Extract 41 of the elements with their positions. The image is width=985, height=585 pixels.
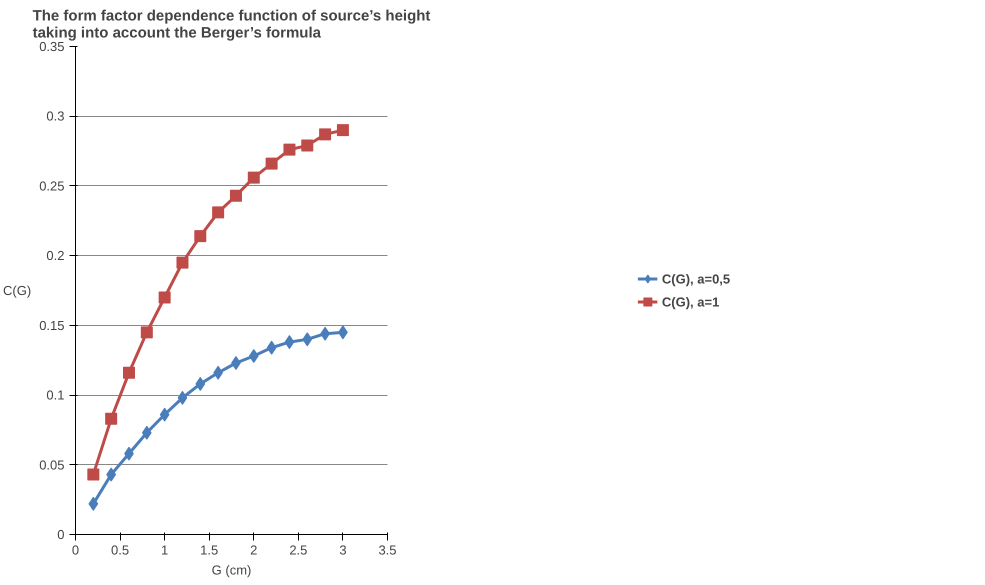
x-tick-label: 3 [339,542,347,558]
legend-label: C(G), a=1 [662,294,720,309]
point [176,256,188,269]
point [87,468,100,481]
point [122,366,135,379]
point [88,496,98,511]
y-tick-label: 0.1 [46,388,65,403]
point [105,412,118,425]
y-axis-title: C(G) [3,283,32,298]
x-tick-label: 2 [250,542,258,558]
x-tick-label: 2.5 [289,542,308,558]
y-tick-label: 0.3 [46,108,65,124]
point [140,326,153,338]
x-tick-label: 1 [161,542,168,558]
point [248,349,259,364]
point [336,124,349,136]
point [230,190,242,202]
x-tick-label: 1.5 [200,542,218,558]
point [283,144,296,156]
x-tick-label: 0.5 [111,542,130,558]
chart-title: The form factor dependence function of source’s height taking into account the Berger’s formula [32,8,430,42]
y-tick-label: 0.2 [46,248,65,264]
y-tick-label: 0.35 [39,39,65,54]
point [142,426,152,440]
legend-label: C(G), a=0,5 [662,271,730,286]
y-tick-label: 0 [57,527,65,542]
point [301,139,314,152]
point [194,230,206,242]
y-tick-label: 0.05 [39,457,65,472]
point [266,158,278,170]
point [212,206,224,218]
y-tick-label: 0.15 [39,318,65,333]
point [248,172,260,184]
y-tick-label: 0.25 [39,178,65,194]
x-tick-label: 0 [72,542,80,558]
point [319,128,332,140]
point [158,291,171,304]
x-axis-title: G (cm) [212,562,252,578]
point [302,332,312,346]
point [195,376,206,391]
x-tick-label: 3.5 [378,542,397,558]
